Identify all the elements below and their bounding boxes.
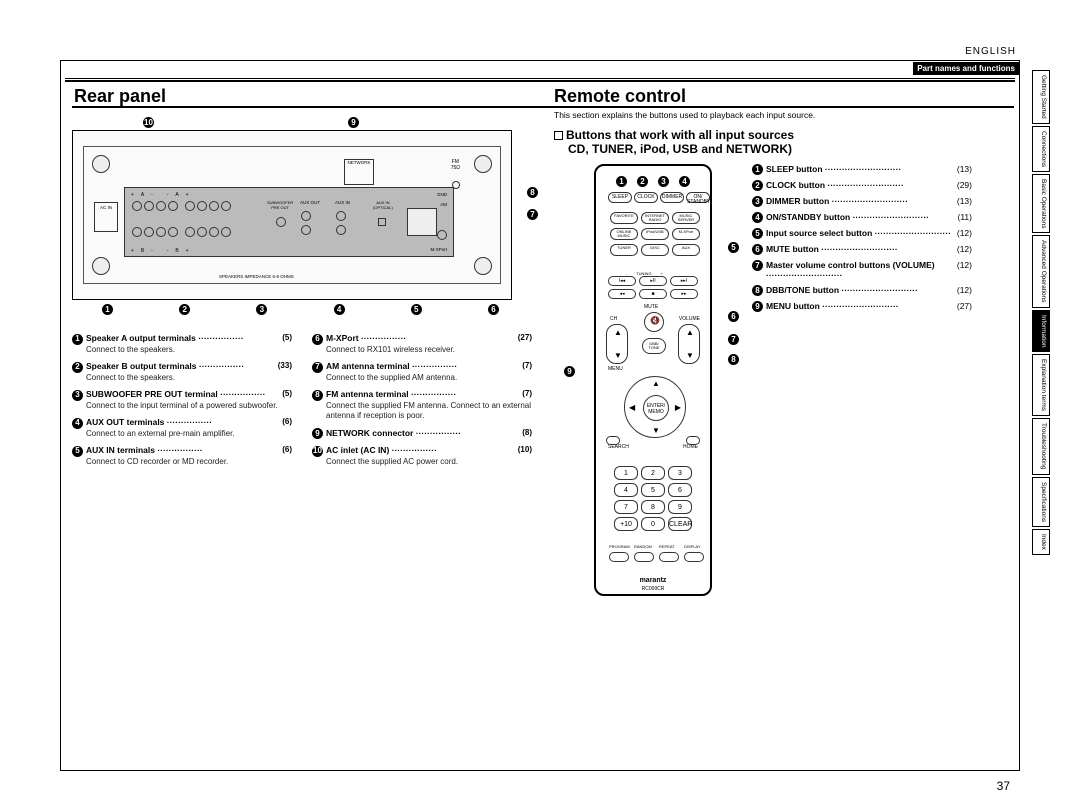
rear-item: 6M-XPort ················ (27)Connect to… <box>312 333 532 355</box>
rear-item: 9NETWORK connector ················ (8) <box>312 428 532 440</box>
rear-panel-diagram: 10 9 NETWORK FM 75Ω + A - - A + + B - - … <box>72 130 512 300</box>
side-tab[interactable]: Getting Started <box>1032 70 1050 124</box>
language-label: ENGLISH <box>965 46 1016 57</box>
remote-source-button: iPod/USB <box>641 228 669 240</box>
rear-item: 1Speaker A output terminals ············… <box>72 333 292 355</box>
remote-num-key: 9 <box>668 500 692 514</box>
remote-numpad: 123 456 789 +100CLEAR <box>614 466 696 531</box>
side-tab[interactable]: Basic Operations <box>1032 174 1050 234</box>
remote-item: 9MENU button ···························… <box>752 301 972 312</box>
remote-num-key: 4 <box>614 483 638 497</box>
remote-intro-text: This section explains the buttons used t… <box>554 110 1004 120</box>
remote-item: 7Master volume control buttons (VOLUME) … <box>752 260 972 280</box>
remote-source-button: FAVORITE <box>610 212 638 224</box>
remote-dpad: ENTER/MEMO ▲ ▼ ◀ ▶ <box>624 376 686 438</box>
remote-num-key: 1 <box>614 466 638 480</box>
remote-num-key: 6 <box>668 483 692 497</box>
side-tab-strip: Getting Started Connections Basic Operatio… <box>1032 70 1050 555</box>
rear-item: 8FM antenna terminal ················ (7… <box>312 389 532 421</box>
remote-source-button: AUX <box>672 244 700 256</box>
remote-source-button: INTERNETRADIO <box>641 212 669 224</box>
remote-item: 1SLEEP button ··························… <box>752 164 972 175</box>
remote-subheading-2: CD, TUNER, iPod, USB and NETWORK) <box>568 142 1004 156</box>
section-band: Part names and functions <box>913 62 1019 75</box>
rear-item: 3SUBWOOFER PRE OUT terminal ············… <box>72 389 292 411</box>
side-tab[interactable]: Connections <box>1032 126 1050 172</box>
remote-source-button: MUSICSERVER <box>672 212 700 224</box>
heading-remote-control: Remote control <box>554 86 686 107</box>
remote-item-list: 1SLEEP button ··························… <box>752 164 972 596</box>
remote-bottom-button <box>609 552 629 562</box>
side-tab[interactable]: Specifications <box>1032 477 1050 527</box>
remote-source-button: ONLINEMUSIC <box>610 228 638 240</box>
heading-rear-panel: Rear panel <box>74 86 166 107</box>
remote-top-button: SLEEP <box>608 192 632 203</box>
connector-plate: + A - - A + + B - - B + SUBWOOFER PRE OU… <box>124 187 454 257</box>
rear-panel-column: 10 9 NETWORK FM 75Ω + A - - A + + B - - … <box>72 120 532 473</box>
remote-num-key: CLEAR <box>668 517 692 531</box>
remote-top-button: CLOCK <box>634 192 658 203</box>
rear-description-columns: 1Speaker A output terminals ············… <box>72 333 532 473</box>
remote-num-key: 5 <box>641 483 665 497</box>
rear-item: 5AUX IN terminals ················ (6)Co… <box>72 445 292 467</box>
network-port: NETWORK <box>344 159 374 185</box>
remote-top-callouts: 1234 <box>616 176 693 187</box>
rear-item: 10AC inlet (AC IN) ················ (10)… <box>312 445 532 467</box>
rear-callout-row: 1 2 3 4 5 6 <box>72 304 532 315</box>
remote-brand: marantz <box>596 577 710 584</box>
remote-num-key: 0 <box>641 517 665 531</box>
remote-source-button: DISC <box>641 244 669 256</box>
header-rule <box>65 78 1015 82</box>
remote-model: RC009CR <box>596 586 710 592</box>
remote-num-key: 3 <box>668 466 692 480</box>
remote-bottom-button <box>659 552 679 562</box>
remote-num-key: 7 <box>614 500 638 514</box>
remote-top-button: DIMMER <box>660 192 684 203</box>
heading-underline <box>72 106 1014 108</box>
side-tab[interactable]: Advanced Operations <box>1032 235 1050 308</box>
rear-item: 7AM antenna terminal ················ (7… <box>312 361 532 383</box>
remote-num-key: 2 <box>641 466 665 480</box>
rear-item: 4AUX OUT terminals ················ (6)C… <box>72 417 292 439</box>
remote-bottom-button <box>634 552 654 562</box>
remote-subheading: Buttons that work with all input sources <box>554 128 1004 142</box>
page-number: 37 <box>997 779 1010 793</box>
rear-item: 2Speaker B output terminals ············… <box>72 361 292 383</box>
side-tab[interactable]: Troubleshooting <box>1032 418 1050 474</box>
remote-item: 6MUTE button ···························… <box>752 244 972 255</box>
remote-item: 2CLOCK button ··························… <box>752 180 972 191</box>
side-tab[interactable]: Information <box>1032 310 1050 353</box>
remote-bottom-button <box>684 552 704 562</box>
remote-item: 8DBB/TONE button ·······················… <box>752 285 972 296</box>
remote-control-diagram: 1234 SLEEPCLOCKDIMMERON/ STANDBY FAVORIT… <box>594 164 712 596</box>
remote-source-button: M-XPort <box>672 228 700 240</box>
remote-control-column: This section explains the buttons used t… <box>554 110 1004 596</box>
remote-item: 3DIMMER button ·························… <box>752 196 972 207</box>
remote-num-key: 8 <box>641 500 665 514</box>
remote-top-button: ON/ STANDBY <box>686 192 710 203</box>
side-tab[interactable]: Index <box>1032 529 1050 555</box>
remote-item: 5Input source select button ············… <box>752 228 972 239</box>
remote-item: 4ON/STANDBY button ·····················… <box>752 212 972 223</box>
remote-num-key: +10 <box>614 517 638 531</box>
side-tab[interactable]: Explanation terms <box>1032 354 1050 416</box>
remote-source-button: TUNER <box>610 244 638 256</box>
